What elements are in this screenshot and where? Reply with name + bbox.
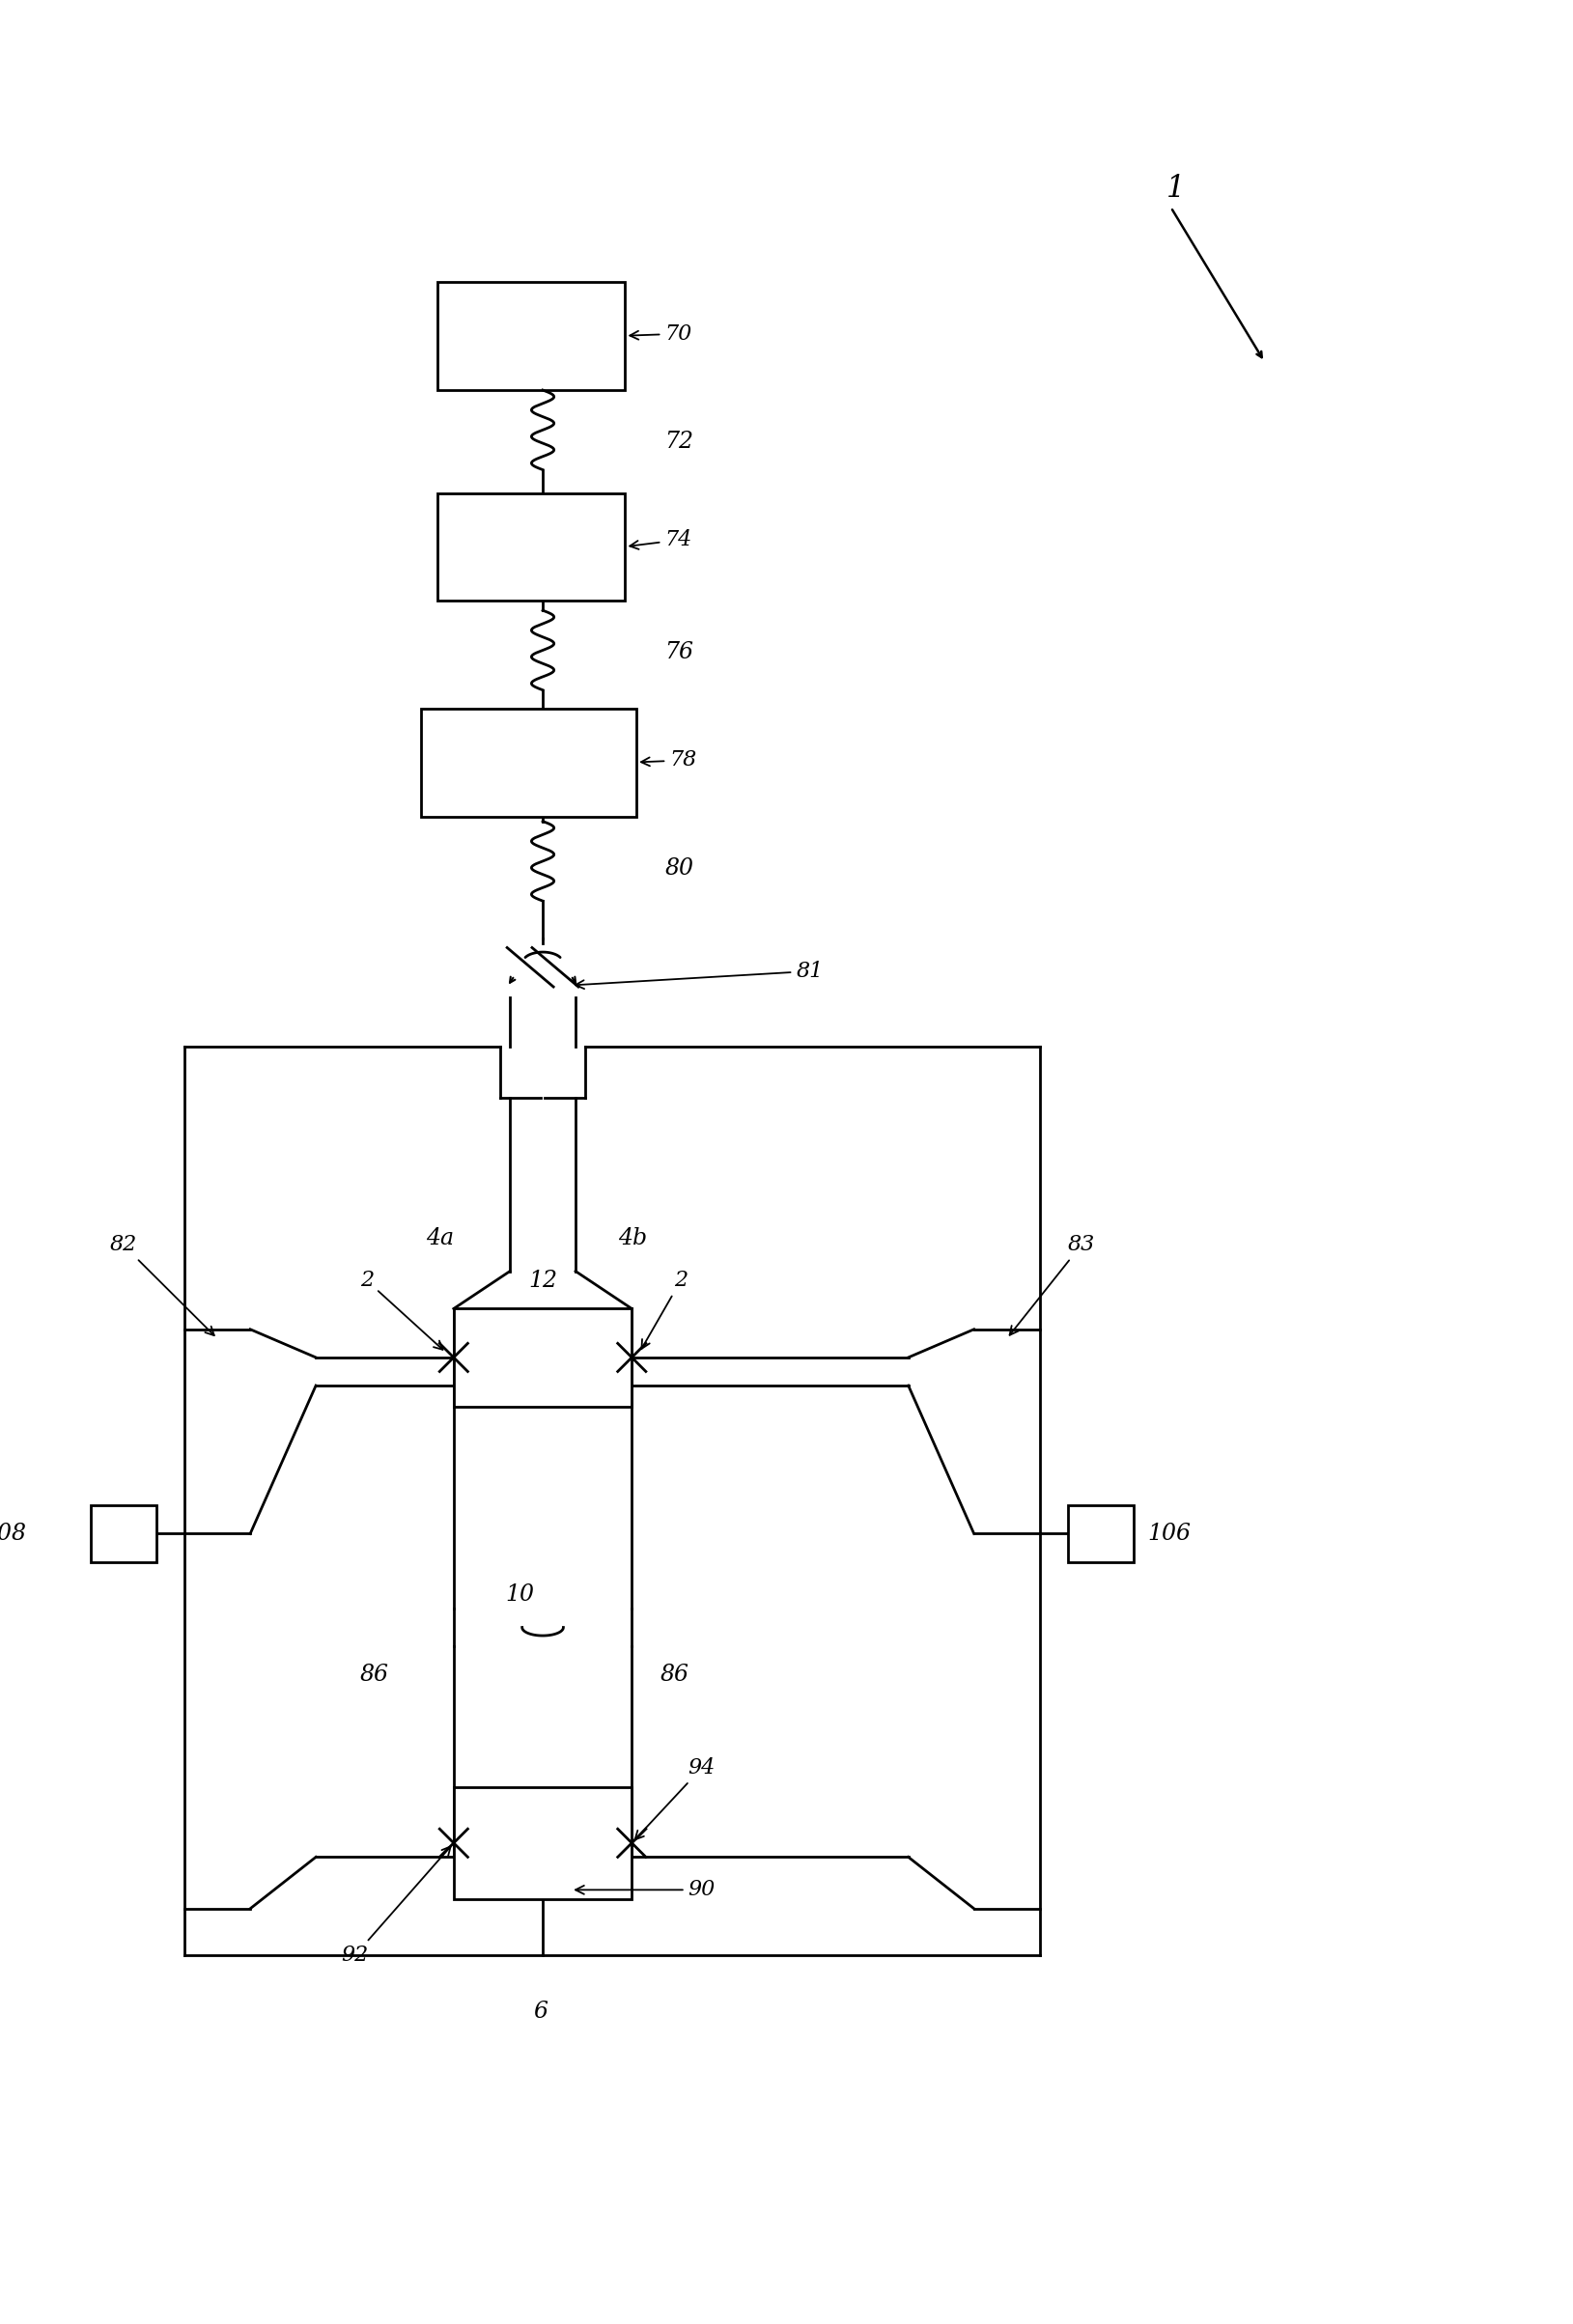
Text: 12: 12: [529, 1269, 558, 1292]
Text: 94: 94: [635, 1757, 716, 1841]
Bar: [422, 709, 637, 816]
Text: 83: 83: [1010, 1234, 1095, 1334]
Text: 4a: 4a: [426, 1227, 453, 1250]
Text: 78: 78: [642, 751, 697, 772]
Text: 6: 6: [533, 2001, 547, 2022]
Text: 90: 90: [576, 1880, 716, 1901]
Text: 1: 1: [1166, 174, 1184, 205]
Text: 72: 72: [665, 430, 694, 453]
Bar: [437, 281, 624, 390]
Bar: [453, 1787, 632, 1899]
Text: 4b: 4b: [618, 1227, 647, 1250]
Text: 92: 92: [341, 1848, 450, 1966]
Text: 2: 2: [360, 1269, 442, 1350]
Text: 108: 108: [0, 1522, 27, 1545]
Text: 106: 106: [1147, 1522, 1191, 1545]
Text: 80: 80: [665, 858, 694, 878]
Text: 74: 74: [629, 530, 692, 551]
Text: 86: 86: [661, 1664, 689, 1685]
Bar: [1068, 1506, 1133, 1562]
Text: 70: 70: [629, 323, 692, 344]
Text: 86: 86: [360, 1664, 389, 1685]
Text: 82: 82: [110, 1234, 214, 1336]
Bar: [437, 493, 624, 602]
Bar: [453, 1308, 632, 1406]
Text: 76: 76: [665, 641, 694, 665]
Text: 10: 10: [505, 1583, 535, 1606]
Text: 2: 2: [642, 1269, 687, 1348]
Bar: [91, 1506, 156, 1562]
Text: 81: 81: [576, 960, 823, 988]
